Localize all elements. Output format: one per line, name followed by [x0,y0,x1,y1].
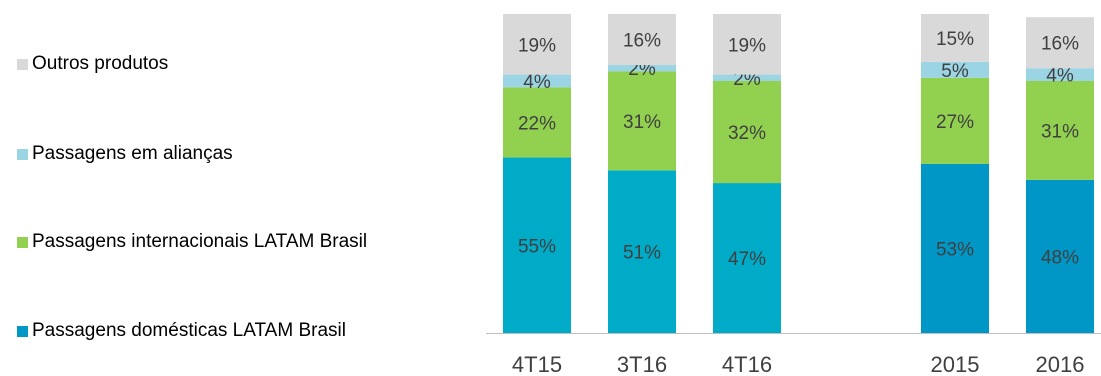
data-label-4T15-series-3: 19% [518,35,556,56]
data-label-3T16-series-3: 16% [623,31,661,52]
x-tick-label-4T15: 4T15 [512,352,562,376]
data-label-2015-series-1: 27% [936,112,974,133]
bar-4T15-series-3 [503,14,571,75]
data-label-2015-series-0: 53% [936,239,974,260]
data-label-2016-series-1: 31% [1041,121,1079,142]
bar-4T16-series-1 [713,80,781,184]
bar-2015-series-1 [921,77,989,164]
data-label-4T16-series-3: 19% [728,35,766,56]
legend-label-passagens-domesticas: Passagens domésticas LATAM Brasil [32,320,346,341]
bar-2016-series-3 [1026,17,1094,69]
legend-label-passagens-internacionais: Passagens internacionais LATAM Brasil [32,231,368,252]
data-label-4T16-series-1: 32% [728,123,766,144]
x-tick-label-2016: 2016 [1036,352,1085,376]
bar-2015-series-0 [921,163,989,333]
bar-2015-series-3 [921,14,989,62]
legend-label-passagens-aliancas: Passagens em alianças [32,143,233,164]
data-label-2015-series-3: 15% [936,29,974,50]
bar-4T15-series-2 [503,74,571,88]
legend-item-passagens-aliancas: Passagens em alianças [17,143,233,165]
bar-2016-series-2 [1026,68,1094,81]
bar-2016-series-0 [1026,179,1094,333]
data-label-2016-series-2: 4% [1046,66,1074,87]
bar-2016-series-1 [1026,80,1094,180]
bar-2015-series-2 [921,61,989,78]
bar-3T16-series-2 [608,65,676,72]
x-tick-label-3T16: 3T16 [617,352,667,376]
bar-4T15-series-0 [503,157,571,333]
legend-swatch-passagens-domesticas [17,325,28,337]
chart-legend: Outros produtos Passagens em alianças Pa… [0,0,480,376]
data-label-4T15-series-1: 22% [518,113,556,134]
legend-item-passagens-internacionais: Passagens internacionais LATAM Brasil [17,231,367,253]
data-label-4T15-series-2: 4% [523,72,551,93]
data-label-2016-series-3: 16% [1041,34,1079,55]
bar-3T16-series-0 [608,170,676,333]
data-label-2016-series-0: 48% [1041,247,1079,268]
x-tick-label-4T16: 4T16 [722,352,772,376]
legend-swatch-passagens-aliancas [17,148,28,160]
legend-label-outros-produtos: Outros produtos [32,53,169,74]
data-label-4T16-series-0: 47% [728,249,766,270]
bar-3T16-series-1 [608,71,676,171]
data-label-4T15-series-0: 55% [518,236,556,257]
x-tick-label-2015: 2015 [931,352,980,376]
bar-4T16-series-0 [713,183,781,333]
data-label-2015-series-2: 5% [941,61,969,82]
bar-4T16-series-3 [713,14,781,75]
legend-swatch-passagens-internacionais [17,236,28,248]
data-label-3T16-series-0: 51% [623,243,661,264]
legend-item-passagens-domesticas: Passagens domésticas LATAM Brasil [17,320,346,342]
bar-4T16-series-2 [713,74,781,81]
bar-3T16-series-3 [608,14,676,66]
legend-swatch-outros-produtos [17,58,28,70]
bar-4T15-series-1 [503,87,571,158]
data-label-3T16-series-1: 31% [623,112,661,133]
legend-item-outros-produtos: Outros produtos [17,53,168,75]
